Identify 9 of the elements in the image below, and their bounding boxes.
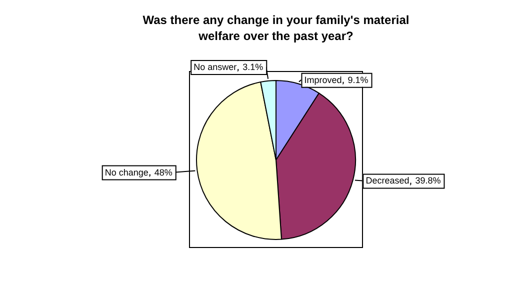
data-label: 9.1%: [348, 74, 368, 85]
slice-label: Decreased: [366, 176, 410, 186]
slice-label: Improved: [304, 74, 342, 85]
chart-title: Was there any change in your family's material welfare over the past year?: [142, 12, 410, 44]
data-label: 48%: [154, 167, 172, 178]
slice-label: No change: [104, 167, 148, 178]
data-label: 3.1%: [242, 62, 264, 72]
slice-label: No answer: [194, 62, 237, 72]
data-label: 39.8%: [415, 176, 441, 186]
